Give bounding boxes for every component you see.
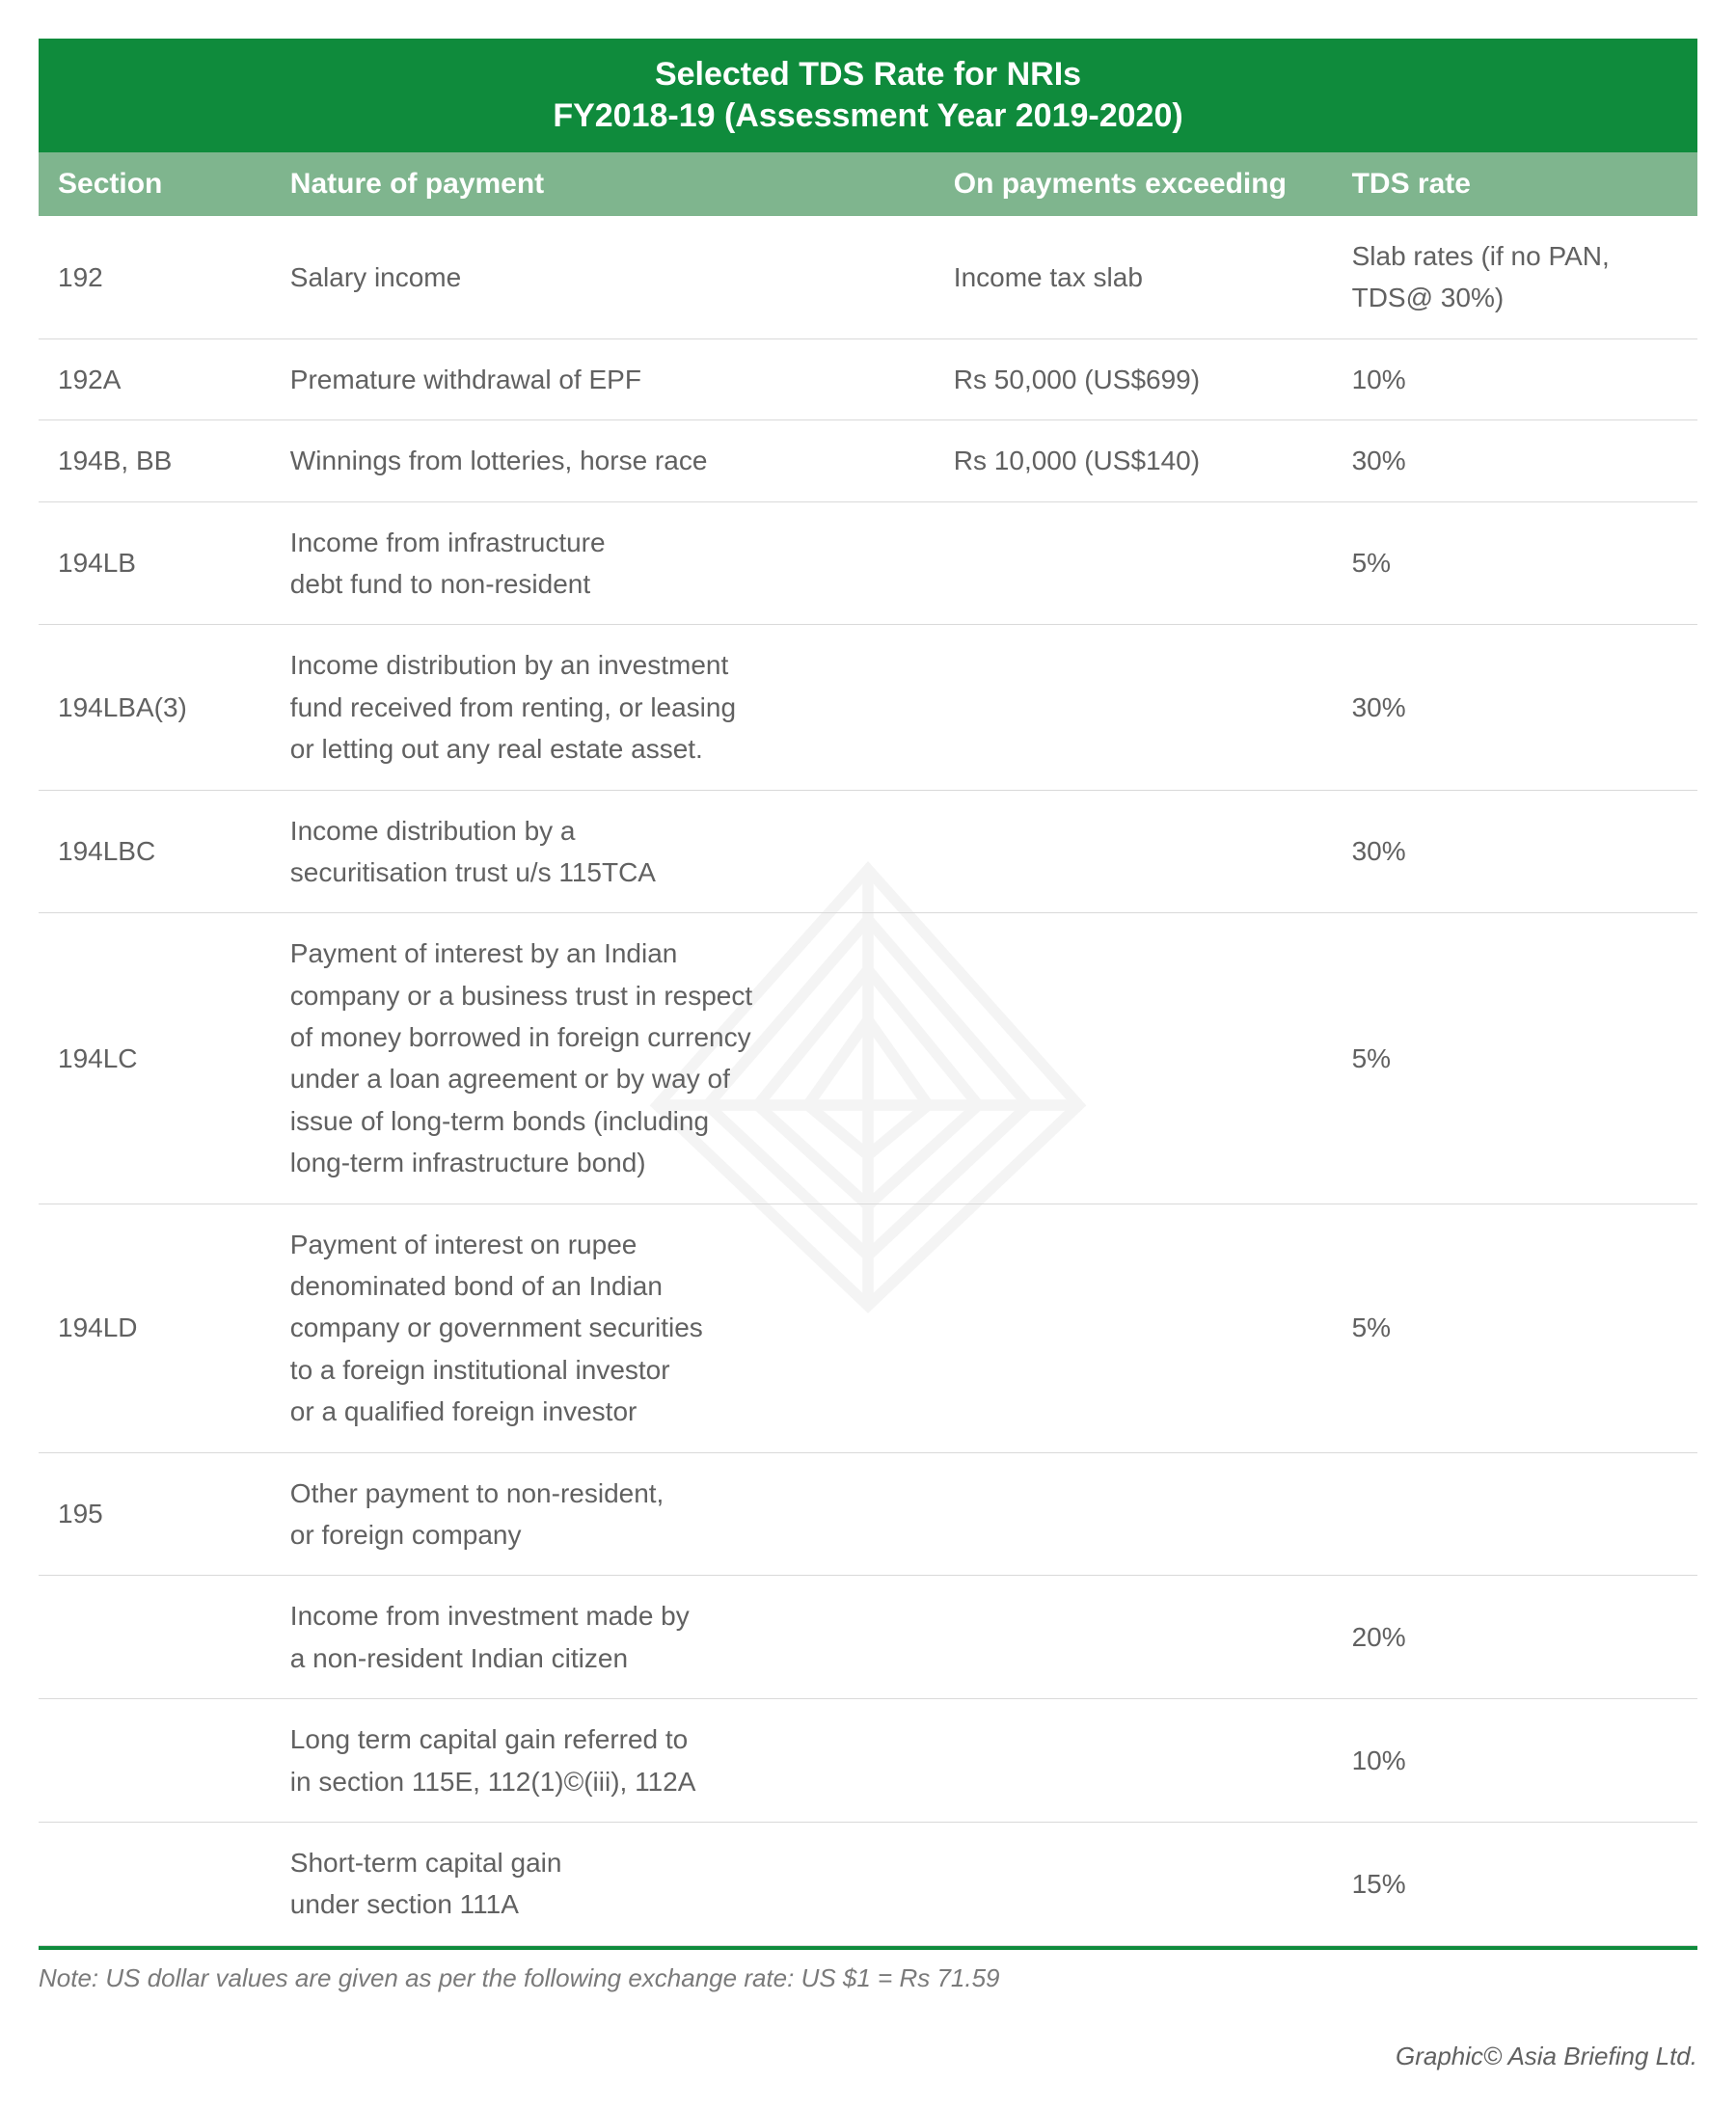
cell-threshold (935, 1452, 1333, 1576)
cell-nature: Payment of interest by an Indiancompany … (271, 913, 935, 1204)
cell-section: 194LBC (39, 790, 271, 913)
cell-rate: 5% (1333, 501, 1697, 625)
table-subtitle: FY2018-19 (Assessment Year 2019-2020) (39, 97, 1697, 152)
cell-section (39, 1699, 271, 1823)
table-header-row: Section Nature of payment On payments ex… (39, 152, 1697, 216)
cell-section: 194LB (39, 501, 271, 625)
cell-nature: Short-term capital gainunder section 111… (271, 1822, 935, 1945)
cell-nature: Long term capital gain referred toin sec… (271, 1699, 935, 1823)
table-row: 194B, BBWinnings from lotteries, horse r… (39, 420, 1697, 501)
cell-threshold: Rs 10,000 (US$140) (935, 420, 1333, 501)
table-row: 194LCPayment of interest by an Indiancom… (39, 913, 1697, 1204)
col-nature: Nature of payment (271, 152, 935, 216)
table-row: 192APremature withdrawal of EPFRs 50,000… (39, 338, 1697, 419)
credit-line: Graphic© Asia Briefing Ltd. (39, 2042, 1697, 2071)
cell-rate: 20% (1333, 1576, 1697, 1699)
cell-threshold (935, 790, 1333, 913)
cell-threshold (935, 1576, 1333, 1699)
table-body: 192Salary incomeIncome tax slabSlab rate… (39, 216, 1697, 1945)
cell-section: 195 (39, 1452, 271, 1576)
table-row: 194LBCIncome distribution by asecuritisa… (39, 790, 1697, 913)
cell-nature: Other payment to non-resident,or foreign… (271, 1452, 935, 1576)
cell-threshold: Income tax slab (935, 216, 1333, 338)
cell-rate: 30% (1333, 420, 1697, 501)
col-rate: TDS rate (1333, 152, 1697, 216)
cell-section: 194LBA(3) (39, 625, 271, 790)
cell-section: 194LC (39, 913, 271, 1204)
footnote: Note: US dollar values are given as per … (39, 1963, 1697, 1993)
cell-nature: Payment of interest on rupeedenominated … (271, 1204, 935, 1452)
cell-rate: 30% (1333, 790, 1697, 913)
cell-rate: 5% (1333, 1204, 1697, 1452)
cell-threshold (935, 625, 1333, 790)
col-section: Section (39, 152, 271, 216)
table-row: 194LBA(3)Income distribution by an inves… (39, 625, 1697, 790)
cell-rate: 10% (1333, 1699, 1697, 1823)
table-row: Short-term capital gainunder section 111… (39, 1822, 1697, 1945)
cell-nature: Premature withdrawal of EPF (271, 338, 935, 419)
cell-threshold (935, 913, 1333, 1204)
table-row: 195Other payment to non-resident,or fore… (39, 1452, 1697, 1576)
cell-section: 192A (39, 338, 271, 419)
cell-section (39, 1822, 271, 1945)
table-row: 194LDPayment of interest on rupeedenomin… (39, 1204, 1697, 1452)
table-title: Selected TDS Rate for NRIs (39, 39, 1697, 97)
tds-table-container: Selected TDS Rate for NRIs FY2018-19 (As… (39, 39, 1697, 2071)
cell-rate: 5% (1333, 913, 1697, 1204)
table-row: Long term capital gain referred toin sec… (39, 1699, 1697, 1823)
cell-section: 194LD (39, 1204, 271, 1452)
table-bottom-border (39, 1946, 1697, 1950)
table-row: Income from investment made bya non-resi… (39, 1576, 1697, 1699)
cell-nature: Income distribution by an investmentfund… (271, 625, 935, 790)
cell-nature: Income distribution by asecuritisation t… (271, 790, 935, 913)
cell-nature: Winnings from lotteries, horse race (271, 420, 935, 501)
cell-threshold (935, 1822, 1333, 1945)
table-row: 192Salary incomeIncome tax slabSlab rate… (39, 216, 1697, 338)
cell-threshold (935, 1204, 1333, 1452)
cell-nature: Income from investment made bya non-resi… (271, 1576, 935, 1699)
cell-nature: Salary income (271, 216, 935, 338)
cell-rate: 30% (1333, 625, 1697, 790)
table-row: 194LBIncome from infrastructuredebt fund… (39, 501, 1697, 625)
col-threshold: On payments exceeding (935, 152, 1333, 216)
cell-rate: 15% (1333, 1822, 1697, 1945)
cell-threshold (935, 1699, 1333, 1823)
tds-rate-table: Selected TDS Rate for NRIs FY2018-19 (As… (39, 39, 1697, 1946)
cell-nature: Income from infrastructuredebt fund to n… (271, 501, 935, 625)
cell-section: 194B, BB (39, 420, 271, 501)
cell-rate: 10% (1333, 338, 1697, 419)
cell-threshold: Rs 50,000 (US$699) (935, 338, 1333, 419)
cell-rate (1333, 1452, 1697, 1576)
cell-section: 192 (39, 216, 271, 338)
cell-rate: Slab rates (if no PAN, TDS@ 30%) (1333, 216, 1697, 338)
cell-section (39, 1576, 271, 1699)
cell-threshold (935, 501, 1333, 625)
